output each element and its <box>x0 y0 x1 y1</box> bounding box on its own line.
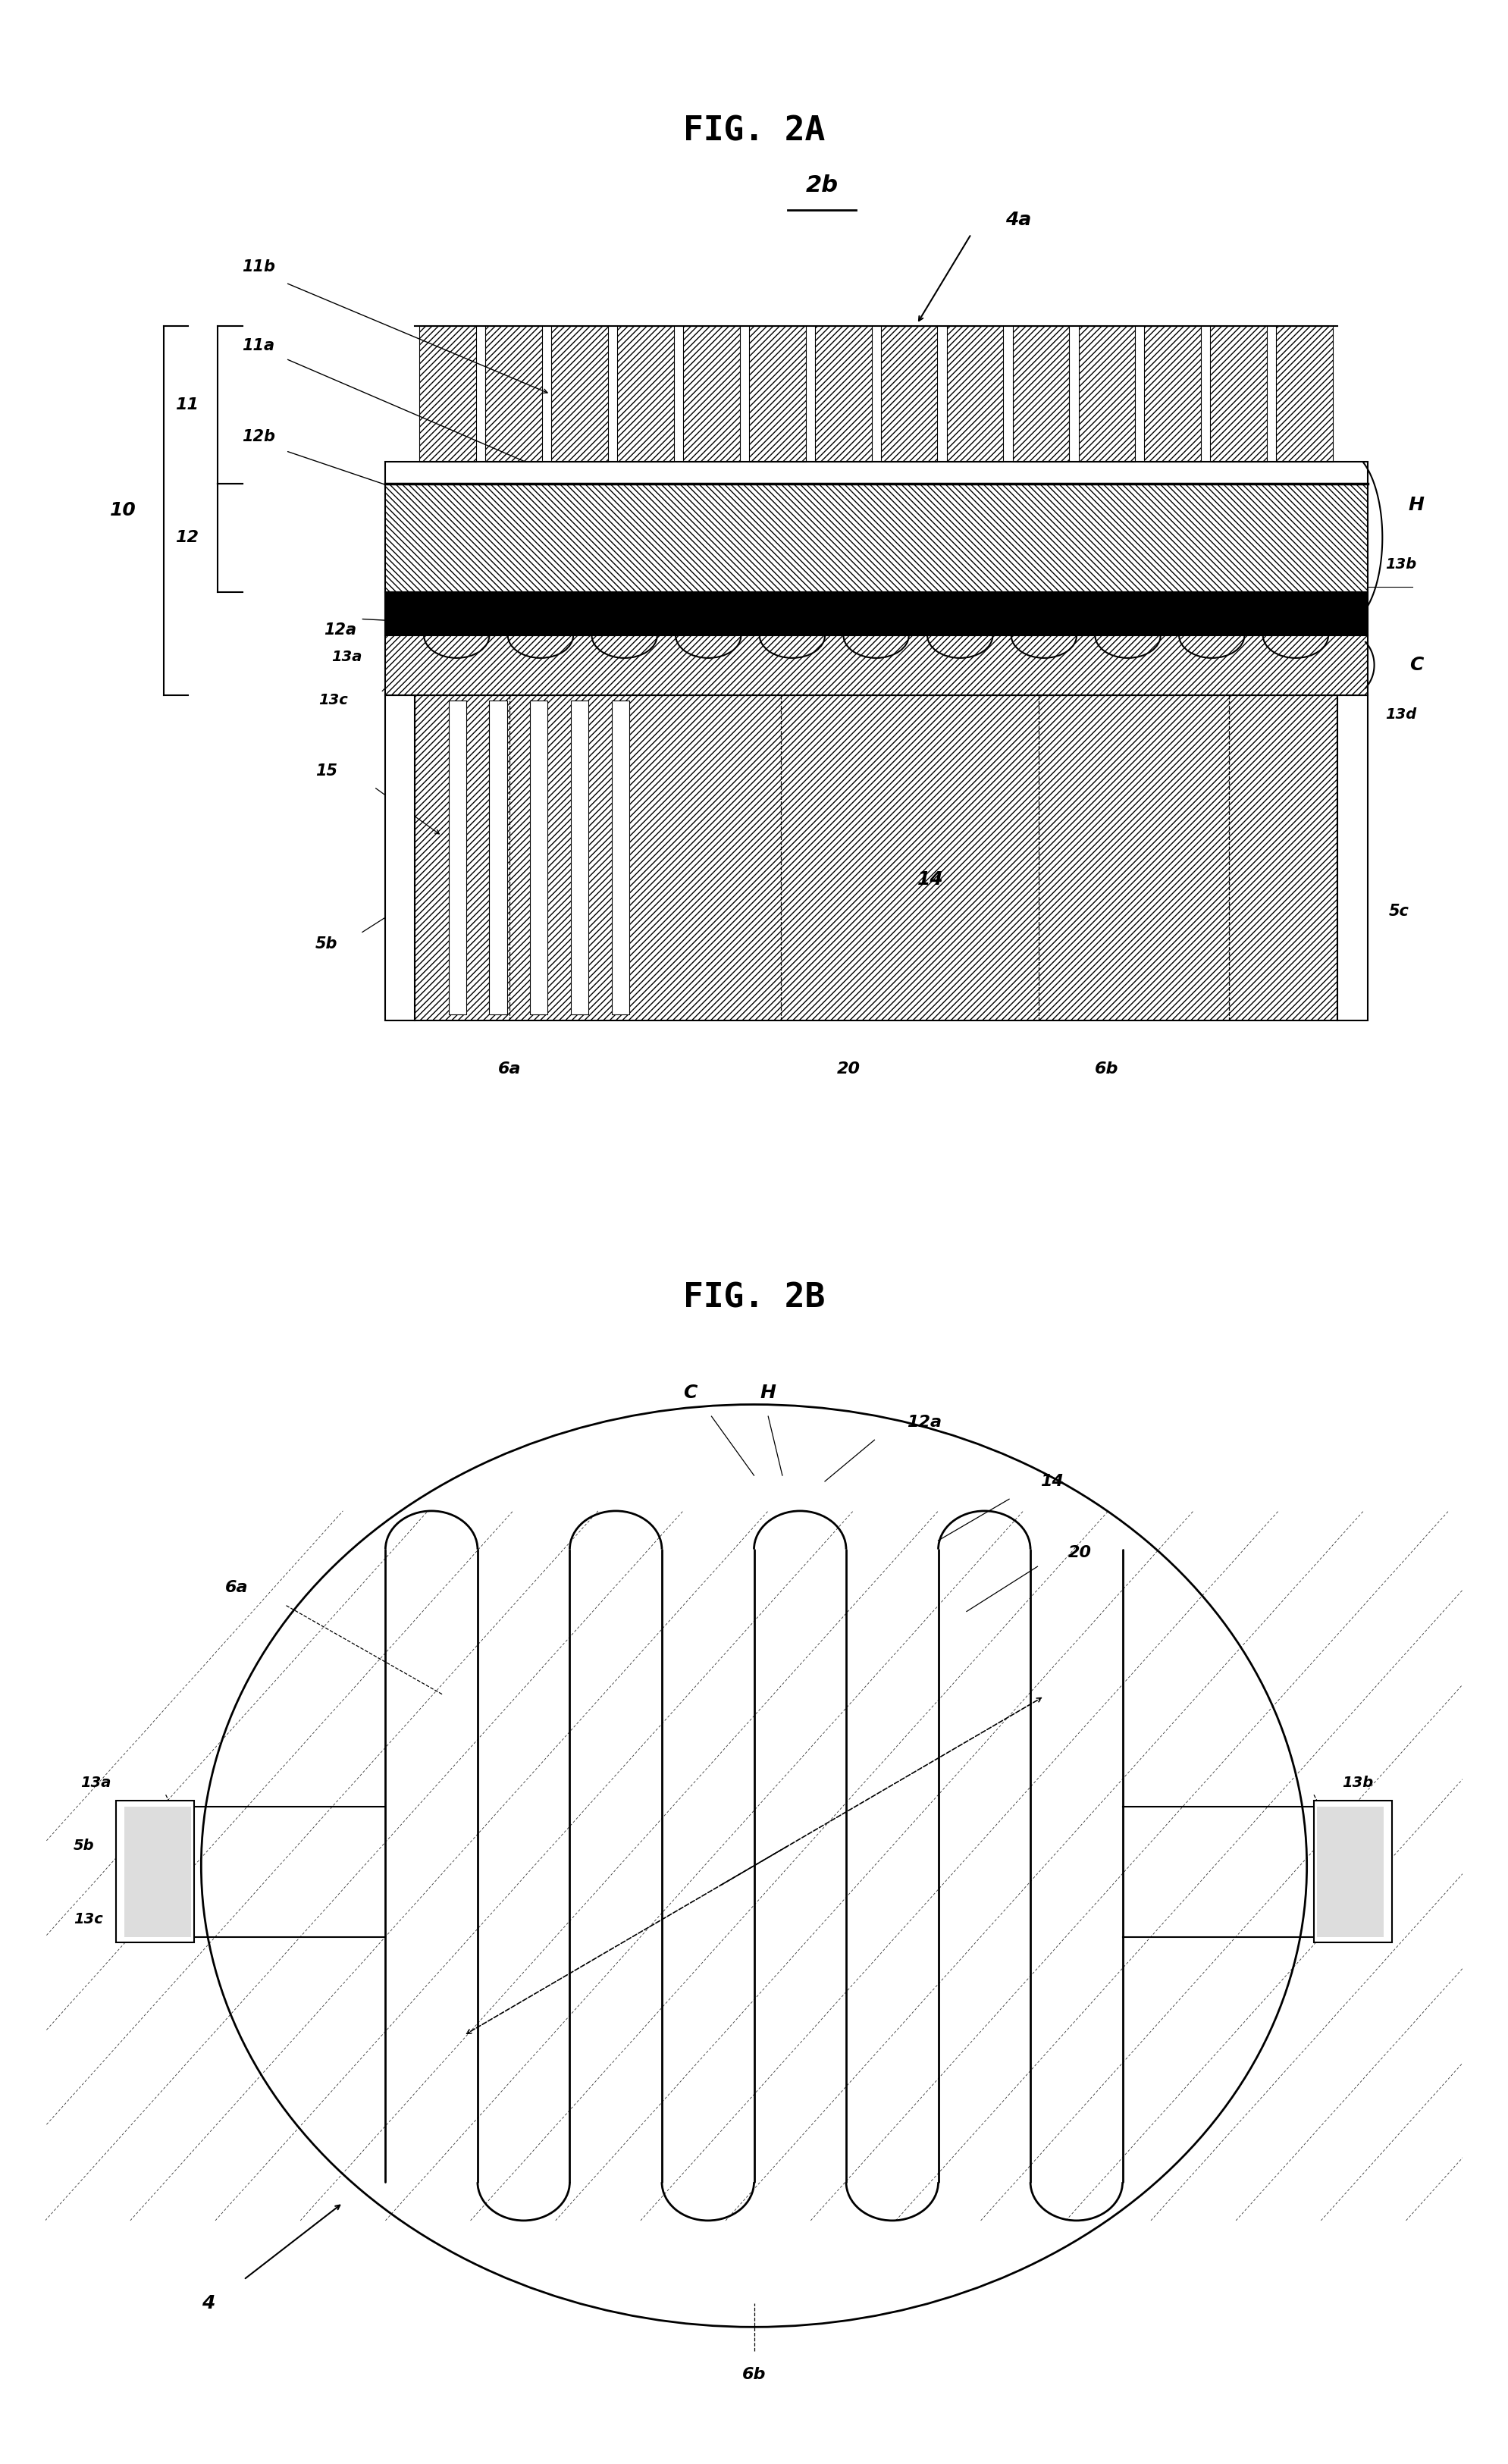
Bar <box>947 325 1003 461</box>
Bar <box>617 325 674 461</box>
Text: 20: 20 <box>1068 1545 1092 1560</box>
Text: 11: 11 <box>175 397 199 411</box>
Bar <box>1012 325 1069 461</box>
Text: 6a: 6a <box>225 1579 249 1594</box>
Text: 12a: 12a <box>906 1414 941 1429</box>
Bar <box>1211 325 1267 461</box>
Text: 4: 4 <box>202 2294 214 2311</box>
Text: 14: 14 <box>1041 1473 1063 1488</box>
Circle shape <box>201 1404 1307 2326</box>
Bar <box>385 636 1368 695</box>
Text: 11b: 11b <box>241 259 276 274</box>
Text: 5b: 5b <box>74 1838 95 1853</box>
Text: 12a: 12a <box>324 623 356 638</box>
Bar <box>570 700 588 1015</box>
Text: 13d: 13d <box>1386 707 1416 722</box>
Bar <box>814 325 872 461</box>
Bar <box>385 483 1368 591</box>
Bar <box>419 325 477 461</box>
Text: 13c: 13c <box>74 1912 103 1927</box>
Bar <box>116 1801 195 1942</box>
Bar <box>385 483 1368 591</box>
Text: FIG. 2B: FIG. 2B <box>683 1281 825 1313</box>
Text: 11a: 11a <box>243 338 274 352</box>
Text: C: C <box>1410 655 1424 675</box>
Bar <box>531 700 547 1015</box>
Text: 2b: 2b <box>805 175 838 197</box>
Text: 6a: 6a <box>498 1062 522 1077</box>
Text: H: H <box>760 1385 777 1402</box>
Bar <box>489 700 507 1015</box>
Text: 15: 15 <box>315 764 338 779</box>
Text: 5b: 5b <box>315 936 338 951</box>
Bar <box>1276 325 1333 461</box>
Bar <box>1313 1801 1392 1942</box>
Text: 13b: 13b <box>1342 1777 1374 1791</box>
Bar <box>749 325 805 461</box>
Text: 13b: 13b <box>1386 557 1416 572</box>
Text: 5c: 5c <box>1389 904 1408 919</box>
Text: 13c: 13c <box>318 692 348 707</box>
Text: 6b: 6b <box>742 2368 766 2383</box>
Bar <box>415 695 1338 1020</box>
Text: 13d: 13d <box>1342 1912 1374 1927</box>
Text: 10: 10 <box>110 503 136 520</box>
Bar <box>449 700 466 1015</box>
Bar <box>1316 1806 1383 1937</box>
Bar <box>612 700 629 1015</box>
Bar <box>881 325 938 461</box>
Text: 13a: 13a <box>80 1777 112 1791</box>
Text: 20: 20 <box>837 1062 861 1077</box>
Bar <box>415 695 1338 1020</box>
Bar <box>486 325 541 461</box>
Text: 12b: 12b <box>241 429 276 444</box>
Text: C: C <box>683 1385 697 1402</box>
Bar <box>385 636 1368 695</box>
Text: 4a: 4a <box>1006 212 1031 229</box>
Text: 14: 14 <box>917 870 944 887</box>
Text: 5c: 5c <box>1350 1838 1368 1853</box>
Bar <box>683 325 740 461</box>
Bar <box>550 325 608 461</box>
Text: H: H <box>1408 495 1424 515</box>
Text: 13a: 13a <box>332 650 362 665</box>
Bar <box>385 591 1368 636</box>
Bar <box>385 461 1368 483</box>
Bar <box>1078 325 1136 461</box>
Bar <box>1145 325 1202 461</box>
Text: 6b: 6b <box>1095 1062 1119 1077</box>
Bar <box>1338 695 1368 1020</box>
Bar <box>125 1806 192 1937</box>
Text: FIG. 2A: FIG. 2A <box>683 116 825 148</box>
Text: 12: 12 <box>175 530 199 545</box>
Bar <box>385 695 415 1020</box>
